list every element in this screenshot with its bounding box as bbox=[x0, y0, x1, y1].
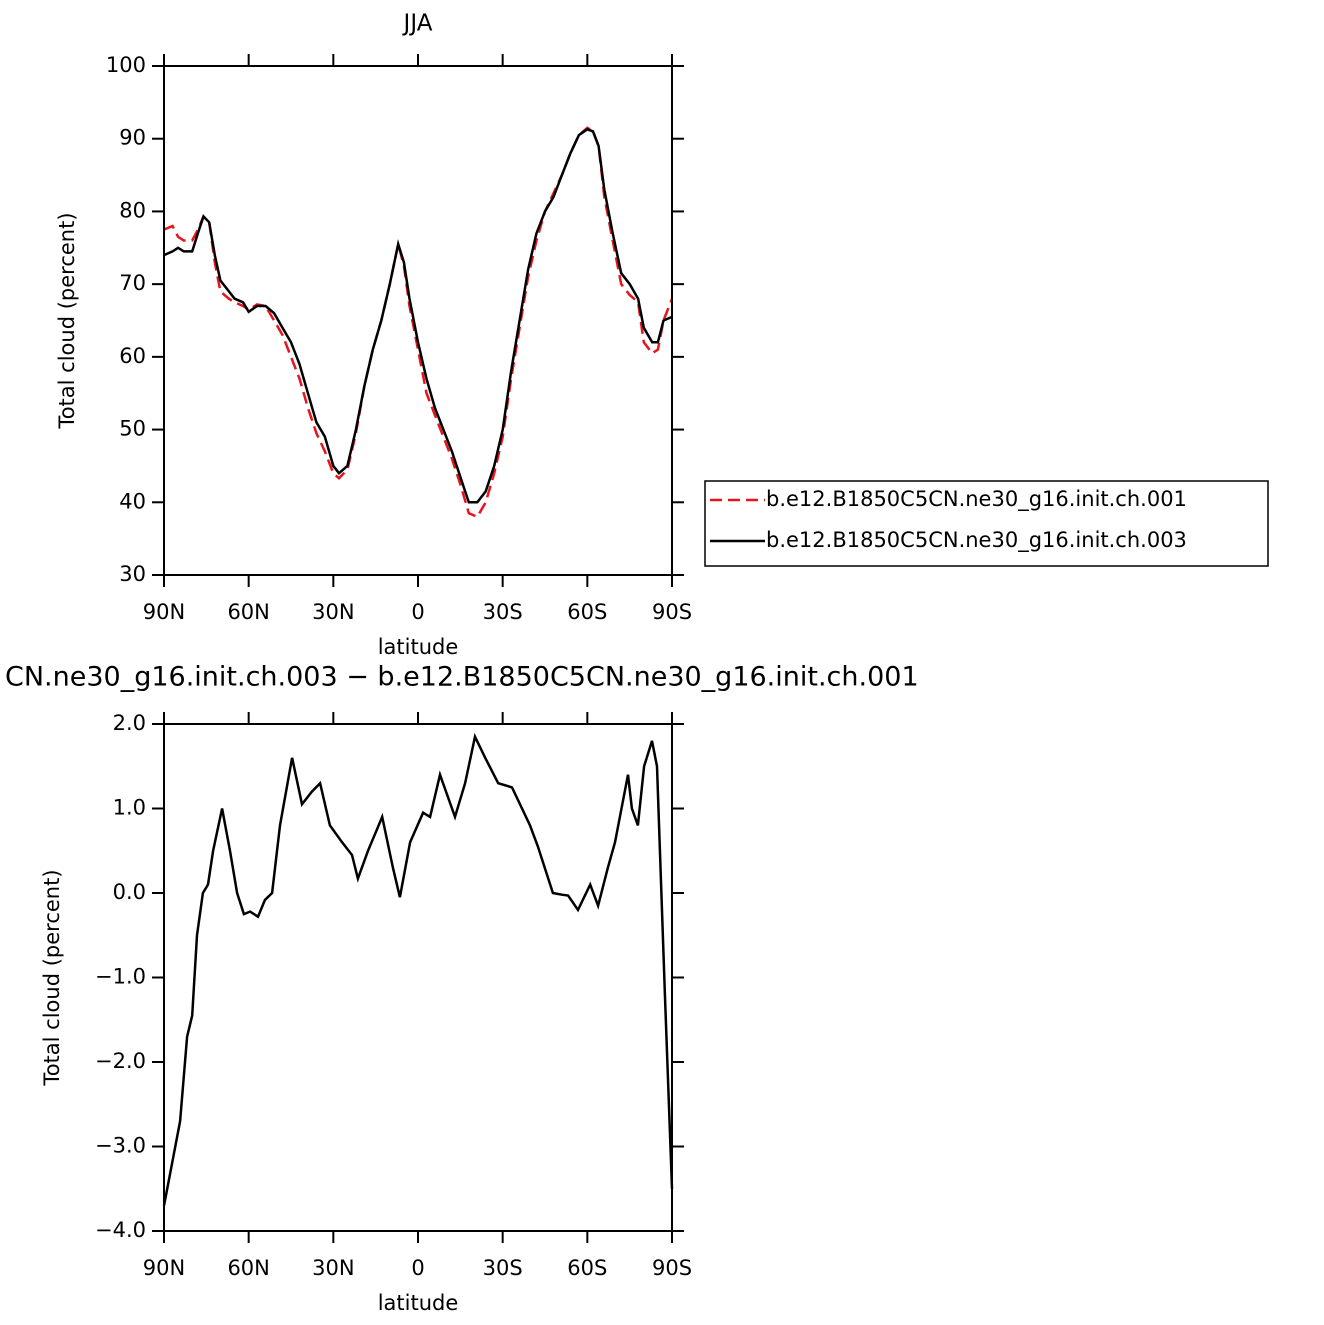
y-tick-label: 80 bbox=[119, 198, 146, 222]
legend-label: b.e12.B1850C5CN.ne30_g16.init.ch.001 bbox=[766, 487, 1187, 512]
y-tick-label: 40 bbox=[119, 489, 146, 513]
legend-label: b.e12.B1850C5CN.ne30_g16.init.ch.003 bbox=[766, 528, 1187, 553]
y-tick-label: −2.0 bbox=[95, 1049, 146, 1073]
y-tick-label: 70 bbox=[119, 271, 146, 295]
y-tick-label: −3.0 bbox=[95, 1134, 146, 1158]
y-tick-label: 0.0 bbox=[113, 880, 146, 904]
y-axis-label: Total cloud (percent) bbox=[40, 869, 64, 1086]
data-line bbox=[162, 732, 674, 1206]
y-tick-label: 90 bbox=[119, 126, 146, 150]
x-tick-label: 90N bbox=[143, 600, 185, 624]
y-axis-label: Total cloud (percent) bbox=[55, 212, 79, 429]
x-tick-label: 60S bbox=[567, 1256, 607, 1280]
y-tick-label: 50 bbox=[119, 417, 146, 441]
x-tick-label: 0 bbox=[411, 600, 424, 624]
data-line bbox=[163, 126, 674, 519]
plot-frame bbox=[163, 723, 673, 1232]
y-tick-label: 1.0 bbox=[113, 796, 146, 820]
x-tick-label: 0 bbox=[411, 1256, 424, 1280]
chart-title: JJA bbox=[402, 11, 433, 37]
x-axis-label: latitude bbox=[378, 635, 459, 659]
y-tick-label: 60 bbox=[119, 344, 146, 368]
x-axis-label: latitude bbox=[378, 1291, 459, 1315]
data-line bbox=[163, 127, 673, 504]
plot-frame bbox=[163, 65, 673, 576]
x-tick-label: 60S bbox=[567, 600, 607, 624]
x-tick-label: 90S bbox=[652, 600, 692, 624]
y-tick-label: 2.0 bbox=[113, 711, 146, 735]
y-tick-label: 30 bbox=[119, 562, 146, 586]
y-tick-label: −4.0 bbox=[95, 1218, 146, 1242]
x-tick-label: 30S bbox=[483, 600, 523, 624]
x-tick-label: 90N bbox=[143, 1256, 185, 1280]
y-tick-label: −1.0 bbox=[95, 965, 146, 989]
legend-box bbox=[704, 480, 1269, 567]
y-tick-label: 100 bbox=[106, 53, 146, 77]
x-tick-label: 60N bbox=[227, 600, 269, 624]
x-tick-label: 30N bbox=[312, 600, 354, 624]
x-tick-label: 60N bbox=[227, 1256, 269, 1280]
x-tick-label: 90S bbox=[652, 1256, 692, 1280]
x-tick-label: 30S bbox=[483, 1256, 523, 1280]
chart-title: CN.ne30_g16.init.ch.003 − b.e12.B1850C5C… bbox=[5, 662, 919, 693]
x-tick-label: 30N bbox=[312, 1256, 354, 1280]
